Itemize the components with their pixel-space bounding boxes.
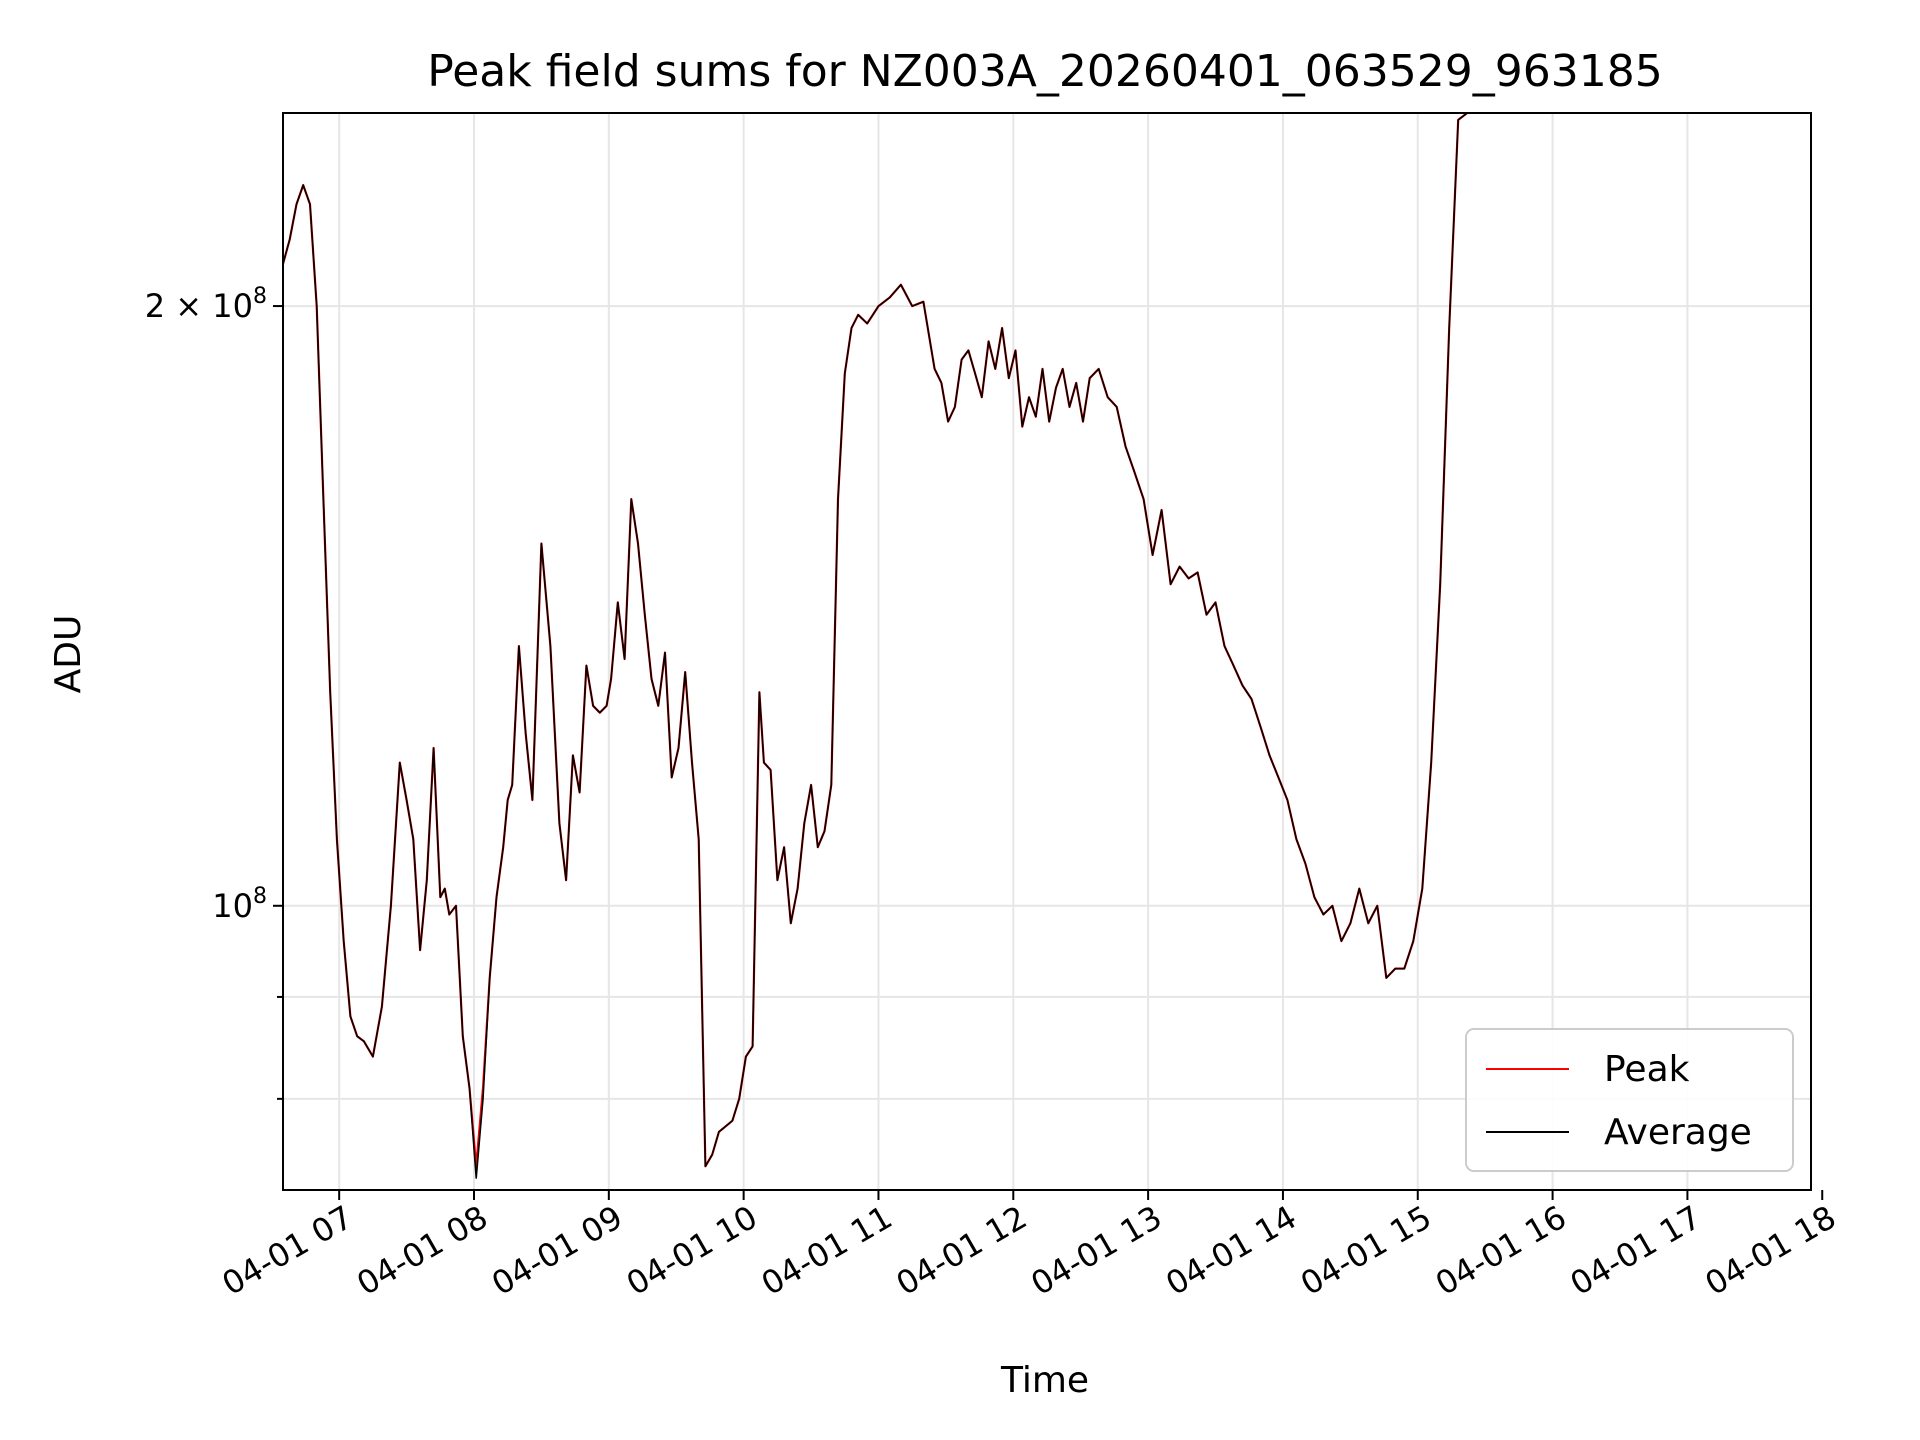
plot-frame: [282, 112, 1812, 1191]
legend-box: [1465, 1028, 1794, 1172]
chart-title: Peak field sums for NZ003A_20260401_0635…: [427, 46, 1662, 97]
legend: Peak Average: [1465, 1028, 1794, 1172]
y-tick-label: 2 × 108: [145, 284, 267, 325]
series-line-average: [283, 113, 1468, 1179]
legend-label-average: Average: [1604, 1112, 1752, 1153]
y-axis-ticks: 108 2 × 108: [145, 284, 283, 1100]
plot-lines: [283, 113, 1468, 1179]
x-axis-label: Time: [1000, 1360, 1089, 1401]
y-axis-label: ADU: [48, 615, 89, 694]
y-tick-label: 108: [212, 884, 267, 925]
legend-label-peak: Peak: [1604, 1049, 1690, 1090]
